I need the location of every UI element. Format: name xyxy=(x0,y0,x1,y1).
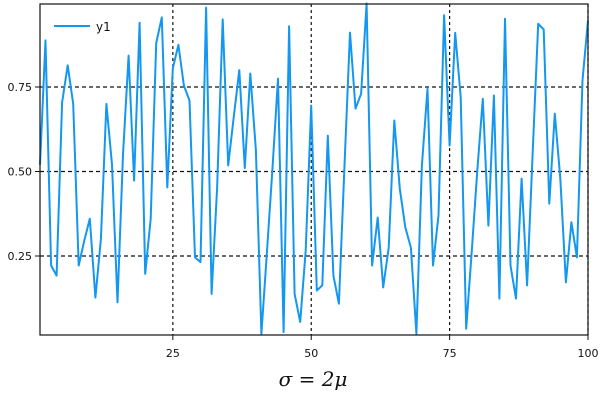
plot-frame xyxy=(39,3,589,336)
x-tick-label: 25 xyxy=(166,347,180,360)
x-axis-ticks: 25 50 75 100 xyxy=(166,335,599,360)
x-axis-label: σ = 2μ xyxy=(279,367,348,391)
y-tick-label: 0.25 xyxy=(8,250,33,263)
y-tick-label: 0.75 xyxy=(8,81,33,94)
series-line-y1 xyxy=(39,2,589,335)
legend-label-y1: y1 xyxy=(96,20,111,34)
y-tick-label: 0.50 xyxy=(8,166,33,179)
x-tick-label: 75 xyxy=(443,347,457,360)
legend: y1 xyxy=(54,20,111,34)
y-axis-ticks: 0.25 0.50 0.75 xyxy=(8,81,40,263)
x-tick-label: 100 xyxy=(578,347,599,360)
x-tick-label: 50 xyxy=(304,347,318,360)
